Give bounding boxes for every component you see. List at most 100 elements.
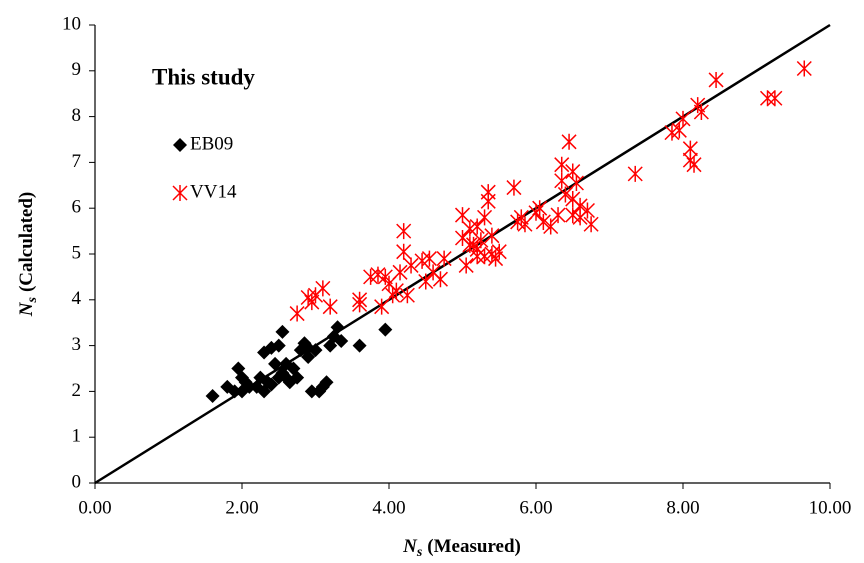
point [579,202,595,219]
point [319,375,334,390]
point [690,97,706,114]
point [506,179,522,196]
point [334,334,349,349]
y-tick-label: 1 [72,426,82,447]
point [554,172,570,189]
y-label-symbol: N [16,301,37,317]
point [301,340,316,355]
point [260,375,275,390]
y-tick-label: 8 [72,105,82,126]
point [289,305,305,322]
point [572,197,588,214]
point [671,122,687,139]
y-tick-label: 4 [72,288,82,309]
point [480,184,496,201]
point [352,296,368,313]
point [686,156,702,173]
point [392,264,408,281]
point [432,271,448,288]
point [421,250,437,267]
legend-marker [173,138,187,152]
point [268,356,283,371]
point [242,379,257,394]
point [477,209,493,226]
x-tick-label: 6.00 [519,497,552,518]
y-tick-label: 6 [72,197,82,218]
legend-label: EB09 [190,133,233,154]
point [796,60,812,77]
y-tick-label: 2 [72,380,82,401]
point [484,227,500,244]
y-tick-label: 7 [72,151,82,172]
x-tick-label: 8.00 [666,497,699,518]
reference-line [94,23,831,485]
point [330,320,345,335]
point [583,216,599,233]
point [271,338,286,353]
point [304,384,319,399]
point [627,165,643,182]
y-tick-label: 5 [72,242,82,263]
point [304,294,320,311]
point [462,236,478,253]
y-label-subscript: s [25,296,40,303]
y-axis-label: Ns (Calculated) [16,192,40,317]
point [279,370,294,385]
point [425,264,441,281]
x-axis-label: Ns (Measured) [402,536,521,560]
point [675,110,691,127]
point [488,250,504,267]
legend-label: VV14 [190,181,237,202]
point [378,322,393,337]
point [403,257,419,274]
point [708,71,724,88]
x-label-text: (Measured) [427,536,521,557]
point [227,384,242,399]
annotation: This study [152,64,255,89]
point [290,370,305,385]
point [275,324,290,339]
point [396,243,412,260]
x-label-subscript: s [416,545,423,560]
point [399,287,415,304]
point [565,163,581,180]
point [315,280,331,297]
point [513,209,529,226]
point [322,298,338,315]
point [561,133,577,150]
y-label-text: (Calculated) [16,192,37,292]
point [377,268,393,285]
point [767,90,783,107]
point [388,282,404,299]
point [352,338,367,353]
point [473,232,489,249]
x-tick-label: 4.00 [372,497,405,518]
y-tick-label: 10 [62,13,81,34]
x-tick-label: 0.00 [78,497,111,518]
y-tick-label: 0 [72,471,82,492]
point [550,207,566,224]
point [301,350,316,365]
point [454,207,471,224]
point [543,218,559,235]
point [554,156,570,173]
point [418,273,434,290]
point [205,388,220,403]
point [565,191,581,208]
point [693,104,709,121]
x-tick-label: 10.00 [809,497,852,518]
y-tick-label: 3 [72,334,82,355]
point [491,243,507,260]
point [396,223,412,240]
y-tick-label: 9 [72,59,82,80]
x-label-symbol: N [402,536,418,557]
point [568,175,584,192]
point [458,257,474,274]
x-tick-label: 2.00 [225,497,258,518]
point [532,200,548,217]
legend-marker [172,185,188,201]
point [436,250,452,267]
point [759,90,776,107]
point [469,218,485,235]
